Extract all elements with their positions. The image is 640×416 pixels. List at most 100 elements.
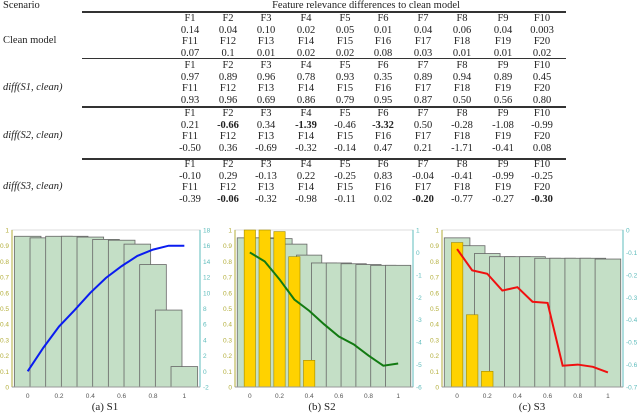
feature-label: F4 xyxy=(300,60,312,71)
table-value: 0.02 xyxy=(373,194,393,206)
line-series xyxy=(456,248,609,374)
feature-label: F14 xyxy=(297,83,315,95)
right-tick-label: -0.6 xyxy=(626,362,638,369)
feature-label: F11 xyxy=(182,131,198,143)
x-tick-label: 0.8 xyxy=(148,393,157,400)
feature-label: F11 xyxy=(182,182,198,194)
left-tick-label: 0.3 xyxy=(0,337,9,344)
feature-label: F11 xyxy=(182,83,198,95)
table-value: 0.93 xyxy=(335,71,355,83)
feature-label: F1 xyxy=(184,13,196,24)
left-tick-label: 0 xyxy=(5,385,9,392)
scenario-header: Scenario xyxy=(3,0,40,11)
x-tick-label: 0 xyxy=(455,393,459,400)
feature-label: F17 xyxy=(414,83,432,95)
feature-label: F13 xyxy=(257,131,275,143)
feature-label: F3 xyxy=(260,159,272,170)
feature-label: F18 xyxy=(453,36,471,48)
table-value: -0.28 xyxy=(451,119,473,131)
feature-label: F7 xyxy=(417,60,429,71)
left-tick-label: 1 xyxy=(5,228,9,235)
feature-label: F4 xyxy=(300,13,312,24)
left-tick-label: 0.2 xyxy=(430,353,439,360)
yellow-bar xyxy=(288,256,301,388)
table-rule xyxy=(82,106,566,108)
table-value: -0.04 xyxy=(412,170,434,182)
feature-label: F20 xyxy=(533,36,551,48)
feature-label: F6 xyxy=(377,60,389,71)
table-value: 0.96 xyxy=(218,95,238,107)
table-value: -1.08 xyxy=(492,119,514,131)
table-value: -0.99 xyxy=(492,170,514,182)
yellow-bar xyxy=(451,242,464,388)
feature-label: F1 xyxy=(184,108,196,119)
table-value: -0.06 xyxy=(217,194,239,206)
feature-label: F16 xyxy=(374,131,392,143)
right-tick-label: -2 xyxy=(203,385,209,392)
right-tick-label: 0 xyxy=(416,250,420,257)
right-tick-label: 14 xyxy=(203,259,211,266)
table-value: 0.02 xyxy=(296,48,316,60)
table-value: 0.83 xyxy=(373,170,393,182)
table-value: 0.35 xyxy=(373,71,393,83)
table-value: 0.79 xyxy=(335,95,355,107)
table-value: 0.96 xyxy=(256,71,276,83)
table-value: -0.99 xyxy=(531,119,553,131)
table-value: 0.003 xyxy=(530,24,554,36)
left-tick-label: 0.1 xyxy=(0,369,9,376)
table-value: 0.87 xyxy=(413,95,433,107)
x-tick-label: 0.2 xyxy=(54,393,63,400)
feature-label: F17 xyxy=(414,131,432,143)
feature-label: F20 xyxy=(533,182,551,194)
x-tick-label: 1 xyxy=(396,393,400,400)
table-value: 0.89 xyxy=(493,71,513,83)
right-tick-label: 18 xyxy=(203,228,211,235)
feature-label: F10 xyxy=(533,13,551,24)
table-value: 0.89 xyxy=(413,71,433,83)
feature-label: F15 xyxy=(336,131,354,143)
feature-label: F15 xyxy=(336,182,354,194)
right-tick-label: -0.3 xyxy=(626,295,638,302)
table-value: 0.86 xyxy=(296,95,316,107)
right-tick-label: 16 xyxy=(203,243,211,250)
table-value: 0.10 xyxy=(256,24,276,36)
table-value: 0.50 xyxy=(452,95,472,107)
table-value: 0.01 xyxy=(493,48,513,60)
table-value: -0.11 xyxy=(334,194,356,206)
table-value: 0.50 xyxy=(413,119,433,131)
feature-label: F10 xyxy=(533,60,551,71)
table-rule xyxy=(82,158,566,160)
x-tick-label: 0.6 xyxy=(334,393,343,400)
feature-label: F3 xyxy=(260,60,272,71)
left-tick-label: 0.8 xyxy=(430,259,439,266)
left-tick-label: 0 xyxy=(228,385,232,392)
x-tick-label: 0.6 xyxy=(543,393,552,400)
table-value: -1.39 xyxy=(295,119,317,131)
table-value: 0.89 xyxy=(218,71,238,83)
right-tick-label: 4 xyxy=(203,337,207,344)
x-tick-label: 0.8 xyxy=(573,393,582,400)
feature-label: F2 xyxy=(222,108,234,119)
yellow-bar xyxy=(303,360,316,388)
feature-label: F7 xyxy=(417,13,429,24)
feature-label: F10 xyxy=(533,108,551,119)
feature-label: F18 xyxy=(453,131,471,143)
table-value: 0.47 xyxy=(373,143,393,155)
feature-label: F16 xyxy=(374,83,392,95)
feature-label: F12 xyxy=(219,182,237,194)
table-value: -0.39 xyxy=(179,194,201,206)
left-tick-label: 0.8 xyxy=(223,259,232,266)
table-value: -0.77 xyxy=(451,194,473,206)
yellow-bar xyxy=(273,231,286,388)
right-tick-label: -0.7 xyxy=(626,385,638,392)
green-bar xyxy=(594,258,622,388)
right-tick-label: 6 xyxy=(203,322,207,329)
left-tick-label: 0.1 xyxy=(223,369,232,376)
table-value: -3.32 xyxy=(372,119,394,131)
feature-label: F1 xyxy=(184,60,196,71)
caption-c: (c) S3 xyxy=(518,401,546,413)
left-tick-label: 0.8 xyxy=(0,259,9,266)
feature-label: F5 xyxy=(339,13,351,24)
feature-label: F15 xyxy=(336,36,354,48)
feature-label: F5 xyxy=(339,108,351,119)
